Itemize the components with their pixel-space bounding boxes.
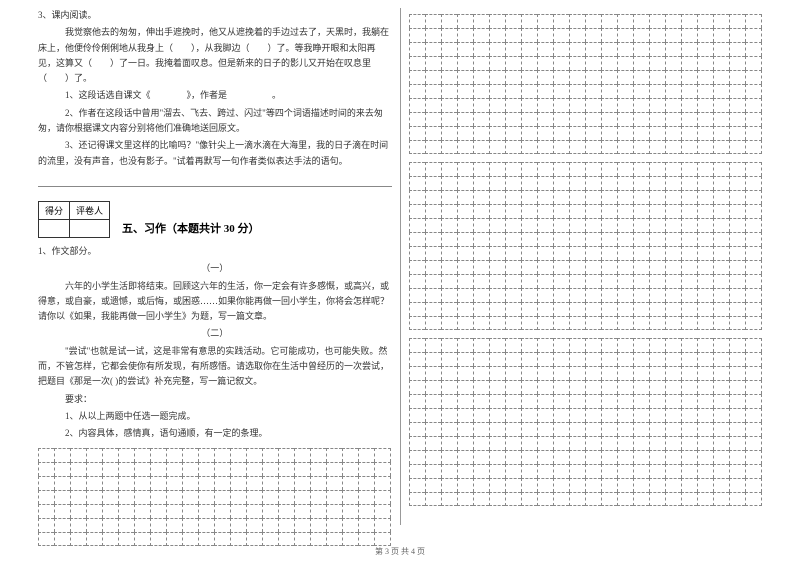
- right-column: [401, 8, 771, 525]
- essay-t2: （二）: [38, 326, 392, 341]
- q3-sub3: 3、还记得课文里这样的比喻吗？"像针尖上一滴水滴在大海里，我的日子滴在时间的流里…: [38, 138, 392, 169]
- essay-r2: 2、内容具体，感情真，语句通顺，有一定的条理。: [38, 426, 392, 441]
- essay-req: 要求：: [38, 392, 392, 407]
- essay-heading: 1、作文部分。: [38, 244, 392, 259]
- score-header-2: 评卷人: [70, 201, 110, 219]
- score-cell-1[interactable]: [39, 219, 70, 237]
- essay-r1: 1、从以上两题中任选一题完成。: [38, 409, 392, 424]
- writing-grid-r3[interactable]: [409, 338, 763, 506]
- score-cell-2[interactable]: [70, 219, 110, 237]
- left-column: 3、课内阅读。 我觉察他去的匆匆，伸出手遮挽时，他又从遮挽着的手边过去了，天黑时…: [30, 8, 401, 525]
- q3-passage: 我觉察他去的匆匆，伸出手遮挽时，他又从遮挽着的手边过去了，天黑时，我躺在床上，他…: [38, 25, 392, 86]
- essay-p1: 六年的小学生活即将结束。回顾这六年的生活，你一定会有许多感慨，或高兴，或得意，或…: [38, 279, 392, 325]
- q3-title: 3、课内阅读。: [38, 8, 392, 23]
- essay-t1: （一）: [38, 261, 392, 276]
- score-header-1: 得分: [39, 201, 70, 219]
- q3-sub2: 2、作者在这段话中曾用"溜去、飞去、跨过、闪过"等四个词语描述时间的来去匆匆，请…: [38, 106, 392, 137]
- essay-p2: "尝试"也就是试一试，这是非常有意思的实践活动。它可能成功，也可能失败。然而，不…: [38, 344, 392, 390]
- answer-line[interactable]: [38, 173, 392, 187]
- score-table: 得分 评卷人: [38, 201, 110, 238]
- q3-sub1: 1、这段话选自课文《 》，作者是 。: [38, 88, 392, 103]
- page-footer: 第 3 页 共 4 页: [0, 546, 800, 557]
- score-section: 得分 评卷人 五、习作（本题共计 30 分）: [38, 201, 392, 238]
- section-5-title: 五、习作（本题共计 30 分）: [122, 220, 260, 238]
- writing-grid-left[interactable]: [38, 448, 392, 546]
- writing-grid-r2[interactable]: [409, 162, 763, 330]
- writing-grid-r1[interactable]: [409, 14, 763, 154]
